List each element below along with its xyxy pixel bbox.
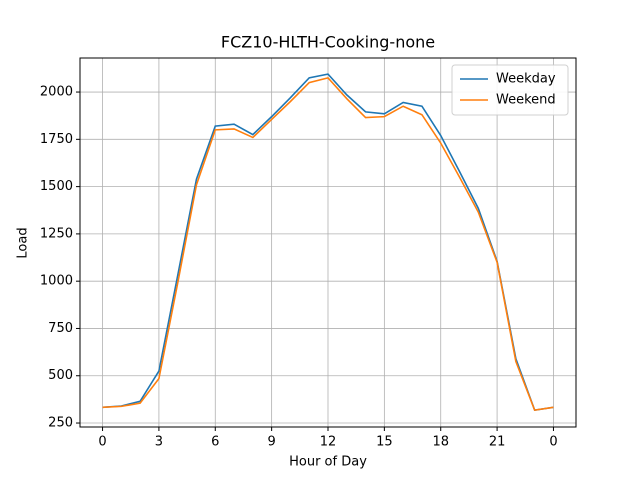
x-tick-label: 3: [155, 435, 163, 450]
y-tick-label: 1500: [40, 179, 73, 194]
legend-label: Weekend: [496, 93, 556, 108]
y-tick-label: 500: [48, 368, 73, 383]
x-tick-label: 21: [489, 435, 506, 450]
x-axis-label: Hour of Day: [289, 455, 367, 470]
chart-title: FCZ10-HLTH-Cooking-none: [221, 33, 435, 52]
x-tick-label: 9: [267, 435, 275, 450]
x-tick-label: 0: [98, 435, 106, 450]
data-line: [102, 73, 554, 412]
x-tick-label: 15: [376, 435, 393, 450]
x-tick-label: 0: [549, 435, 557, 450]
y-tick-label: 2000: [40, 85, 73, 100]
y-axis-label: Load: [16, 227, 31, 258]
y-tick-label: 1750: [40, 132, 73, 147]
y-tick-label: 1000: [40, 274, 73, 289]
y-tick-label: 1250: [40, 226, 73, 241]
data-line: [102, 76, 554, 412]
plot-frame: [79, 57, 577, 428]
y-tick-label: 750: [48, 321, 73, 336]
legend-box: [451, 64, 569, 116]
y-tick-label: 250: [48, 416, 73, 431]
x-tick-label: 12: [320, 435, 337, 450]
x-tick-label: 6: [211, 435, 219, 450]
x-tick-label: 18: [432, 435, 449, 450]
legend-label: Weekday: [496, 72, 556, 87]
